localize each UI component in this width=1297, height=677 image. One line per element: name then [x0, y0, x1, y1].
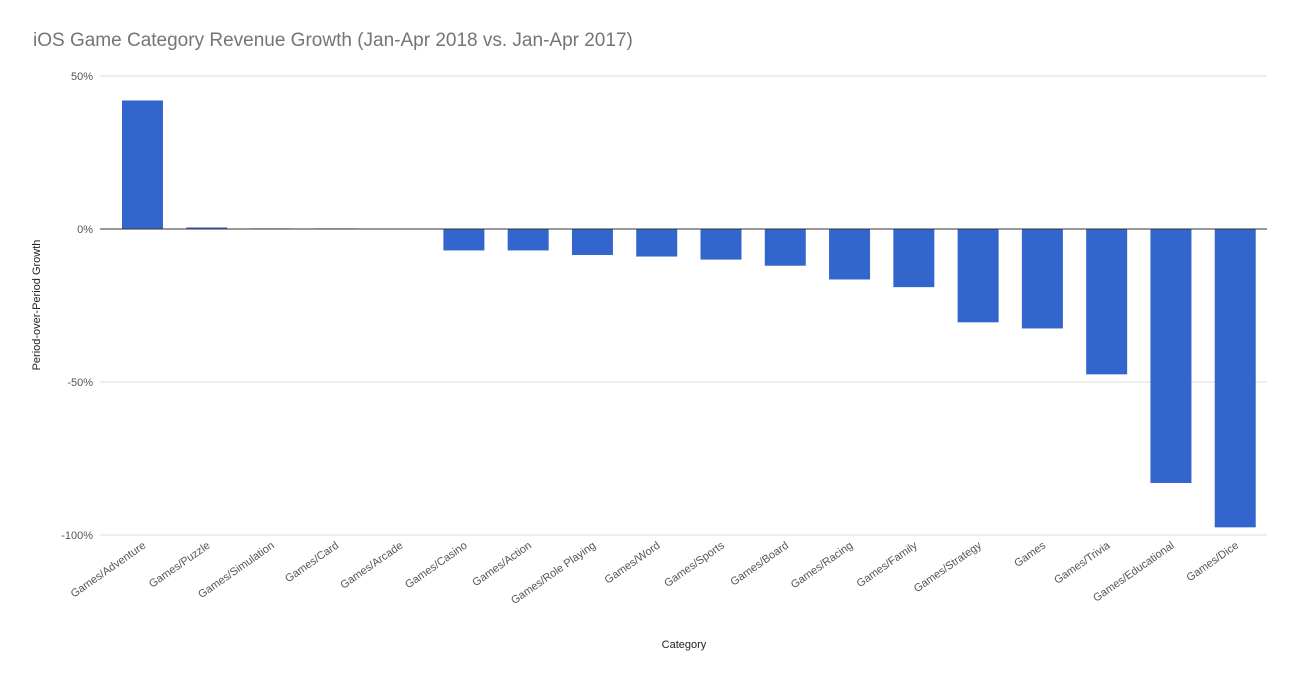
x-tick-label: Games/Racing: [789, 540, 855, 592]
bar: [443, 229, 485, 251]
bar: [1086, 229, 1128, 375]
x-tick-label: Games/Sports: [662, 539, 727, 589]
x-tick-label: Games/Card: [283, 540, 341, 586]
y-tick-label: -100%: [61, 530, 93, 542]
bar: [122, 100, 163, 229]
x-tick-label: Games/Arcade: [338, 540, 405, 592]
x-tick-label: Games: [1012, 539, 1048, 569]
x-tick-label: Games/Casino: [403, 540, 469, 592]
x-axis-ticks: Games/AdventureGames/PuzzleGames/Simulat…: [69, 539, 1241, 607]
y-tick-label: 0%: [77, 224, 93, 236]
gridlines: [100, 75, 1267, 536]
bar: [571, 229, 613, 256]
x-tick-label: Games/Trivia: [1052, 539, 1113, 587]
x-tick-label: Games/Word: [603, 540, 663, 587]
y-tick-label: 50%: [71, 71, 93, 83]
bar: [507, 229, 549, 251]
bar: [1214, 229, 1256, 528]
bar: [1021, 229, 1063, 329]
x-tick-label: Games/Action: [470, 540, 533, 589]
bar: [829, 229, 871, 280]
x-tick-label: Games/Board: [729, 540, 791, 589]
x-tick-label: Games/Adventure: [69, 540, 149, 601]
x-axis-title: Category: [662, 639, 707, 651]
bar: [957, 229, 999, 323]
y-axis-ticks: 50% 0% -50% -100%: [61, 71, 93, 542]
y-axis-title: Period-over-Period Growth: [31, 240, 43, 371]
bar: [186, 227, 228, 229]
bars: [122, 100, 1256, 528]
bar: [1150, 229, 1192, 483]
bar: [700, 229, 742, 260]
x-tick-label: Games/Dice: [1184, 540, 1240, 585]
bar: [764, 229, 806, 266]
bar: [893, 229, 935, 288]
x-tick-label: Games/Puzzle: [147, 540, 212, 591]
y-tick-label: -50%: [67, 377, 93, 389]
x-tick-label: Games/Strategy: [912, 539, 984, 595]
bar: [636, 229, 678, 257]
x-tick-label: Games/Family: [855, 539, 920, 590]
chart-title: iOS Game Category Revenue Growth (Jan-Ap…: [33, 30, 633, 51]
